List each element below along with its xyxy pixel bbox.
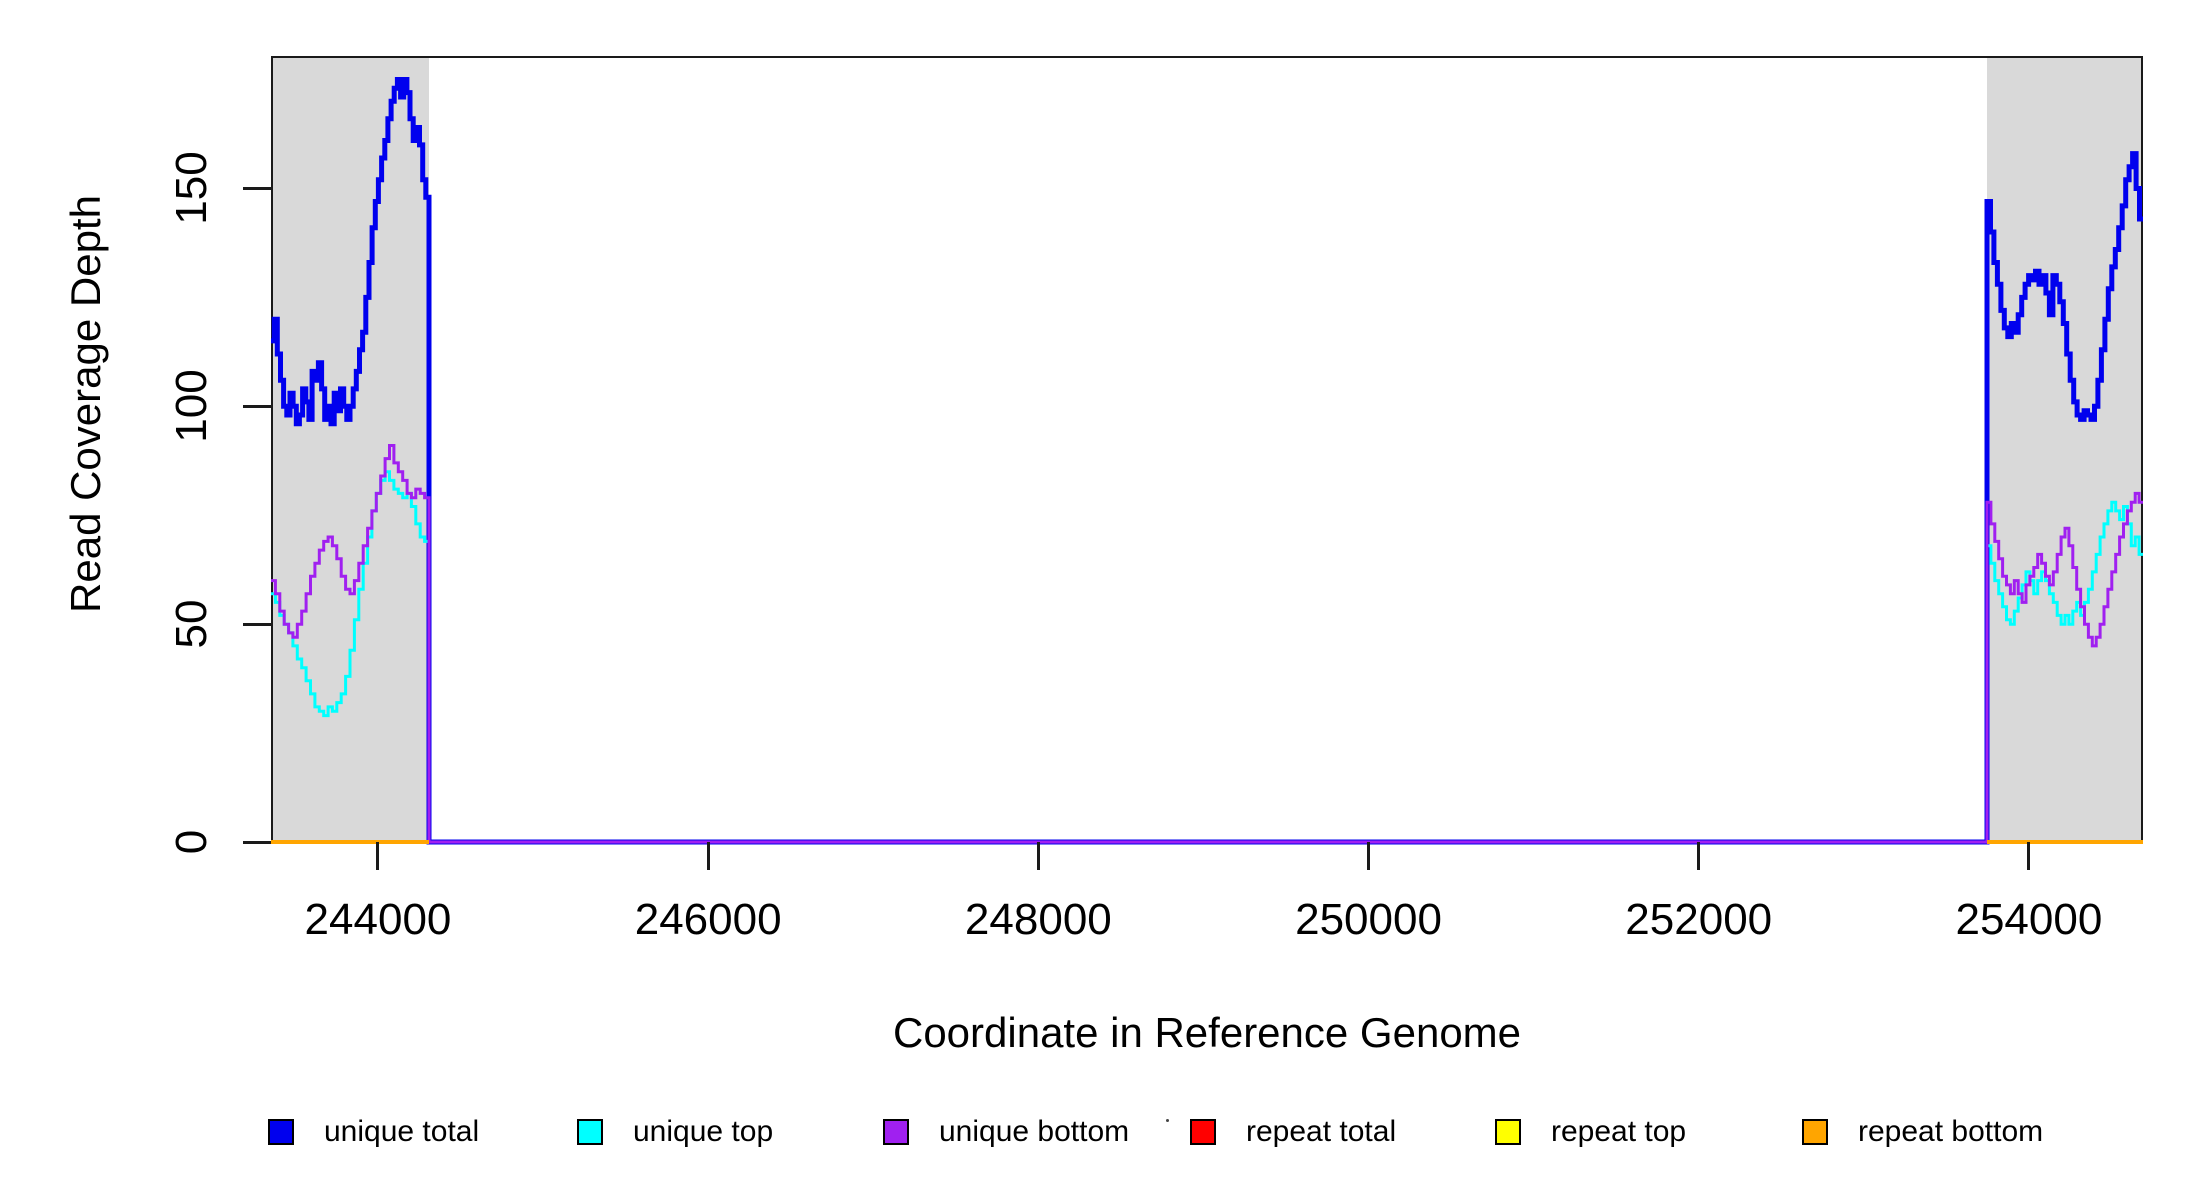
legend-swatch-icon <box>1190 1119 1216 1145</box>
y-tick-mark <box>243 186 271 190</box>
x-tick-label: 246000 <box>634 895 782 944</box>
legend-label: repeat bottom <box>1858 1115 2044 1148</box>
plot-canvas <box>271 56 2143 845</box>
x-tick-mark <box>706 842 710 870</box>
y-tick-mark <box>243 840 271 844</box>
right-gray-region <box>1987 56 2143 842</box>
x-tick-mark <box>1367 842 1371 870</box>
series-unique-total <box>271 77 2143 845</box>
legend-label: repeat total <box>1246 1115 1397 1148</box>
legend-swatch-icon <box>268 1119 294 1145</box>
y-tick-label: 100 <box>167 369 216 444</box>
y-axis-title: Read Coverage Depth <box>62 195 109 613</box>
x-tick-label: 252000 <box>1625 895 1773 944</box>
plot-area <box>271 56 2143 845</box>
y-tick-mark <box>243 404 271 408</box>
left-gray-region <box>271 56 429 842</box>
legend-item-unique-total: unique total <box>268 1116 479 1148</box>
x-axis-title: Coordinate in Reference Genome <box>892 1009 1522 1056</box>
legend-item-repeat-total: repeat total <box>1190 1116 1396 1148</box>
legend-swatch-icon <box>1802 1119 1828 1145</box>
x-tick-label: 254000 <box>1955 895 2103 944</box>
legend-item-repeat-top: repeat top <box>1495 1116 1686 1148</box>
y-tick-mark <box>243 622 271 626</box>
legend-label: repeat top <box>1551 1115 1687 1148</box>
y-tick-label: 0 <box>167 829 216 855</box>
x-tick-mark <box>2027 842 2031 870</box>
x-tick-label: 244000 <box>304 895 452 944</box>
legend-swatch-icon <box>1495 1119 1521 1145</box>
x-tick-label: 248000 <box>964 895 1112 944</box>
legend-label: unique total <box>324 1115 480 1148</box>
stray-mark <box>1166 1119 1169 1122</box>
x-tick-mark <box>1697 842 1701 870</box>
legend-label: unique bottom <box>939 1115 1130 1148</box>
series-unique-top <box>271 470 2143 844</box>
legend-item-repeat-bottom: repeat bottom <box>1802 1116 2043 1148</box>
legend-swatch-icon <box>577 1119 603 1145</box>
y-tick-label: 50 <box>167 599 216 649</box>
y-tick-label: 150 <box>167 151 216 226</box>
x-tick-label: 250000 <box>1295 895 1442 944</box>
plot-frame <box>271 56 2143 842</box>
legend-item-unique-top: unique top <box>577 1116 773 1148</box>
x-tick-mark <box>1036 842 1040 870</box>
legend-swatch-icon <box>883 1119 909 1145</box>
legend-label: unique top <box>633 1115 774 1148</box>
x-tick-mark <box>376 842 380 870</box>
legend-item-unique-bottom: unique bottom <box>883 1116 1129 1148</box>
series-unique-bottom <box>271 444 2143 844</box>
